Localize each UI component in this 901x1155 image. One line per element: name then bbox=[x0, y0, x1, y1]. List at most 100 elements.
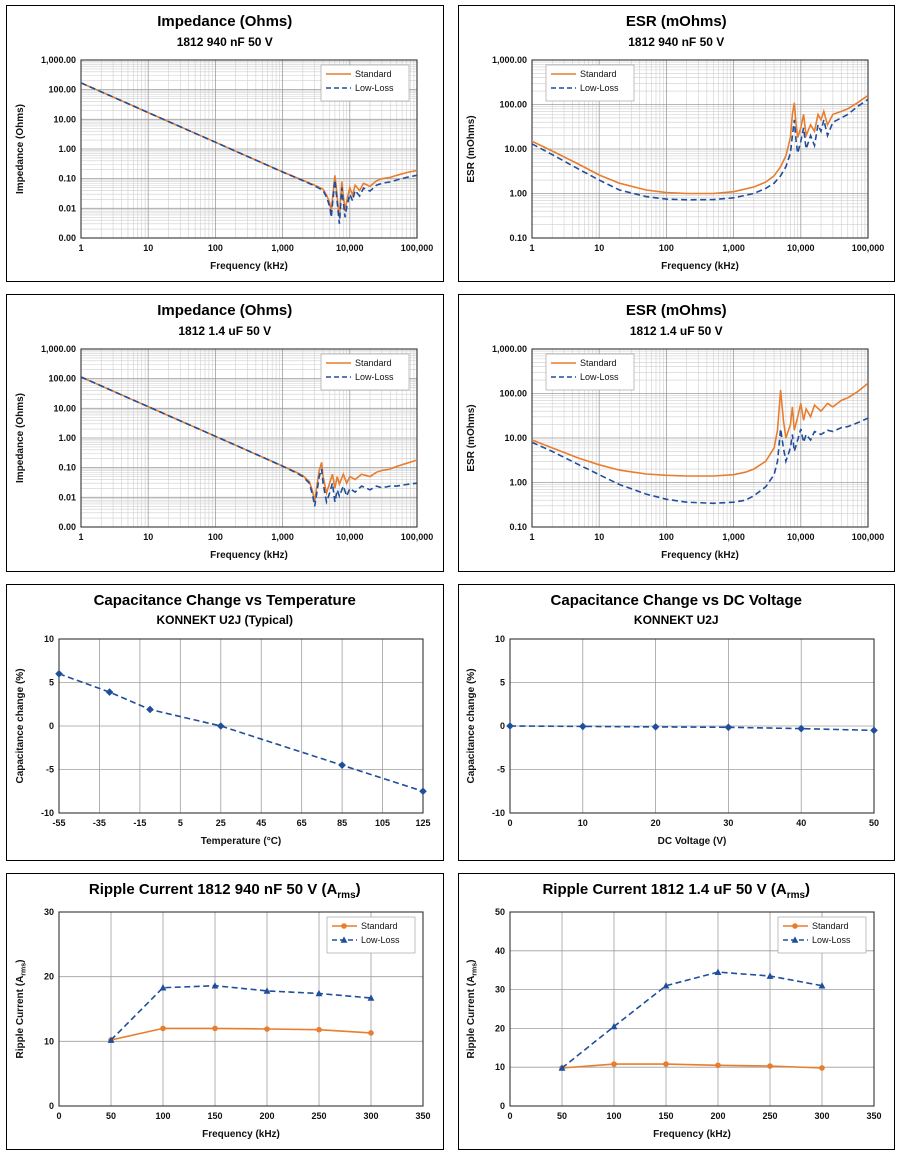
svg-text:0.00: 0.00 bbox=[58, 233, 76, 243]
chart-title: Ripple Current 1812 940 nF 50 V (Arms) bbox=[89, 881, 361, 903]
svg-text:-10: -10 bbox=[492, 808, 505, 818]
svg-text:50: 50 bbox=[495, 907, 505, 917]
chart-title-text: Impedance (Ohms) bbox=[157, 302, 293, 320]
svg-text:10: 10 bbox=[495, 1062, 505, 1072]
svg-text:1.00: 1.00 bbox=[58, 144, 76, 154]
panel-impedance-1p4uf: Impedance (Ohms) 1812 1.4 uF 50 V 1 10 100… bbox=[6, 294, 444, 572]
svg-text:1,000: 1,000 bbox=[723, 532, 746, 542]
svg-text:Standard: Standard bbox=[355, 69, 392, 79]
chart-title-text: Impedance (Ohms) bbox=[157, 13, 293, 30]
chart-title: Impedance (Ohms) bbox=[157, 13, 292, 35]
svg-text:50: 50 bbox=[557, 1111, 567, 1121]
svg-text:100.00: 100.00 bbox=[500, 100, 528, 110]
svg-text:10: 10 bbox=[594, 243, 604, 253]
panel-ripple-current-940nf: Ripple Current 1812 940 nF 50 V (Arms) 0… bbox=[6, 872, 444, 1150]
svg-text:0.10: 0.10 bbox=[510, 522, 528, 532]
svg-text:1,000.00: 1,000.00 bbox=[41, 344, 76, 354]
svg-text:Standard: Standard bbox=[361, 921, 398, 931]
svg-text:10.00: 10.00 bbox=[53, 114, 76, 124]
svg-text:1: 1 bbox=[530, 532, 535, 542]
ripple-current-940nf-chart: 0 50 100 150 200 250 300 350 0 10 20 30 Frequency (k… bbox=[15, 907, 431, 1140]
panel-esr-940nf: ESR (mOhms) 1812 940 nF 50 V 1 10 100 1,000… bbox=[457, 5, 895, 283]
svg-text:Low-Loss: Low-Loss bbox=[355, 372, 394, 382]
svg-text:100: 100 bbox=[208, 532, 223, 542]
svg-text:Frequency (kHz): Frequency (kHz) bbox=[202, 1129, 280, 1140]
svg-text:100: 100 bbox=[607, 1111, 622, 1121]
svg-text:1.00: 1.00 bbox=[510, 189, 528, 199]
esr-1p4uf-chart: 1 10 100 1,000 10,000 100,000 0.10 1.00 10.00 100… bbox=[466, 344, 884, 561]
svg-text:250: 250 bbox=[763, 1111, 778, 1121]
svg-text:100,000: 100,000 bbox=[400, 532, 433, 542]
svg-text:-5: -5 bbox=[46, 764, 54, 774]
chart-title-text: Ripple Current 1812 1.4 uF 50 V (A bbox=[542, 880, 787, 898]
svg-text:1.00: 1.00 bbox=[510, 478, 528, 488]
svg-text:65: 65 bbox=[296, 818, 306, 828]
esr-940nf-chart: 1 10 100 1,000 10,000 100,000 0.10 1.00 10.00 100… bbox=[466, 55, 884, 272]
svg-text:1: 1 bbox=[78, 243, 83, 253]
svg-text:10,000: 10,000 bbox=[336, 532, 364, 542]
panel-cap-change-dc-voltage: Capacitance Change vs DC Voltage KONNEKT… bbox=[457, 583, 895, 861]
svg-text:Temperature (°C): Temperature (°C) bbox=[201, 836, 282, 847]
svg-text:5: 5 bbox=[500, 677, 505, 687]
chart-title-subscript: rms bbox=[786, 889, 806, 901]
svg-text:100: 100 bbox=[659, 243, 674, 253]
svg-text:10,000: 10,000 bbox=[787, 532, 815, 542]
cap-change-temperature-chart: -55 -35 -15 5 25 45 65 85 105 125 -10 -5 0 5 10 Tempera… bbox=[15, 634, 431, 847]
svg-text:0.00: 0.00 bbox=[58, 522, 76, 532]
svg-text:100: 100 bbox=[155, 1111, 170, 1121]
svg-text:Frequency (kHz): Frequency (kHz) bbox=[210, 550, 288, 561]
svg-text:Ripple Current (Arms): Ripple Current (Arms) bbox=[15, 960, 28, 1059]
svg-text:10: 10 bbox=[44, 1037, 54, 1047]
svg-text:250: 250 bbox=[311, 1111, 326, 1121]
svg-text:1,000.00: 1,000.00 bbox=[41, 55, 76, 65]
svg-text:Low-Loss: Low-Loss bbox=[580, 372, 619, 382]
svg-text:350: 350 bbox=[867, 1111, 882, 1121]
svg-text:0.10: 0.10 bbox=[58, 463, 76, 473]
panel-ripple-current-1p4uf: Ripple Current 1812 1.4 uF 50 V (Arms) 0… bbox=[457, 872, 895, 1150]
svg-text:0: 0 bbox=[500, 721, 505, 731]
svg-text:100: 100 bbox=[208, 243, 223, 253]
panel-impedance-940nf: Impedance (Ohms) 1812 940 nF 50 V 1 10 100… bbox=[6, 5, 444, 283]
svg-text:Capacitance change (%): Capacitance change (%) bbox=[15, 668, 26, 783]
svg-text:85: 85 bbox=[337, 818, 347, 828]
svg-text:10.00: 10.00 bbox=[505, 144, 528, 154]
svg-text:350: 350 bbox=[415, 1111, 430, 1121]
svg-text:1.00: 1.00 bbox=[58, 433, 76, 443]
svg-text:10: 10 bbox=[578, 818, 588, 828]
svg-text:0: 0 bbox=[56, 1111, 61, 1121]
svg-text:DC Voltage (V): DC Voltage (V) bbox=[658, 836, 727, 847]
svg-text:1,000.00: 1,000.00 bbox=[492, 344, 527, 354]
chart-subtitle: 1812 940 nF 50 V bbox=[628, 34, 725, 49]
svg-text:0: 0 bbox=[508, 818, 513, 828]
chart-title-text: ESR (mOhms) bbox=[625, 302, 727, 320]
svg-text:Capacitance change (%): Capacitance change (%) bbox=[466, 668, 477, 783]
svg-text:25: 25 bbox=[216, 818, 226, 828]
svg-text:1: 1 bbox=[530, 243, 535, 253]
svg-text:50: 50 bbox=[869, 818, 879, 828]
svg-text:0: 0 bbox=[49, 1101, 54, 1111]
chart-title: Capacitance Change vs Temperature bbox=[94, 592, 356, 614]
svg-text:1,000: 1,000 bbox=[723, 243, 746, 253]
svg-text:Frequency (kHz): Frequency (kHz) bbox=[661, 550, 739, 561]
svg-text:Ripple Current (Arms): Ripple Current (Arms) bbox=[466, 960, 479, 1059]
svg-text:Standard: Standard bbox=[355, 358, 392, 368]
svg-text:0.10: 0.10 bbox=[510, 233, 528, 243]
svg-text:Low-Loss: Low-Loss bbox=[580, 83, 619, 93]
svg-text:Standard: Standard bbox=[812, 921, 849, 931]
svg-text:100,000: 100,000 bbox=[400, 243, 433, 253]
svg-text:-15: -15 bbox=[133, 818, 146, 828]
svg-text:-5: -5 bbox=[497, 764, 505, 774]
svg-text:200: 200 bbox=[711, 1111, 726, 1121]
chart-title-text: ESR (mOhms) bbox=[625, 13, 727, 30]
chart-title: Capacitance Change vs DC Voltage bbox=[551, 592, 802, 614]
svg-text:ESR (mOhms): ESR (mOhms) bbox=[466, 405, 477, 472]
svg-text:Standard: Standard bbox=[580, 69, 617, 79]
svg-text:0.10: 0.10 bbox=[58, 174, 76, 184]
chart-title-close: ) bbox=[805, 880, 811, 898]
svg-text:-35: -35 bbox=[93, 818, 106, 828]
svg-text:1,000: 1,000 bbox=[271, 243, 294, 253]
chart-title: ESR (mOhms) bbox=[626, 13, 727, 35]
svg-text:Frequency (kHz): Frequency (kHz) bbox=[210, 261, 288, 272]
svg-text:Low-Loss: Low-Loss bbox=[355, 83, 394, 93]
